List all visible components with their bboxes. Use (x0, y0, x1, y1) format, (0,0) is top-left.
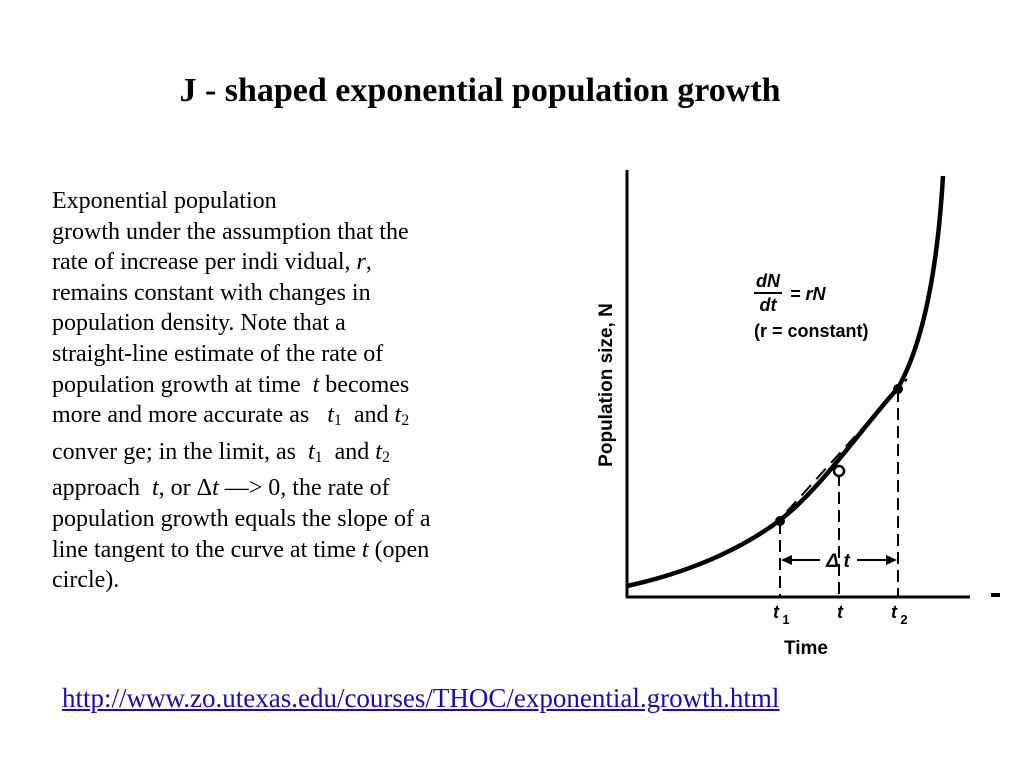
secant-line (771, 378, 908, 529)
description-paragraph: Exponential population growth under the … (52, 186, 562, 596)
desc-line: approach t, or Δt —> 0, the rate of (52, 475, 390, 502)
tick-label-t1-sub: 1 (782, 612, 789, 627)
desc-line: line tangent to the curve at time t (ope… (52, 536, 430, 563)
eq-note: (r = constant) (754, 321, 869, 341)
open-circle-t (832, 464, 846, 478)
desc-line: growth under the assumption that the (52, 218, 409, 245)
page-title: J - shaped exponential population growth (179, 72, 781, 109)
delta-t-label: Δ t (825, 551, 850, 572)
tick-label-t: t (837, 602, 844, 622)
edge-mark (991, 593, 1000, 597)
source-link[interactable]: http://www.zo.utexas.edu/courses/THOC/ex… (62, 683, 780, 713)
desc-line: straight-line estimate of the rate of (52, 340, 384, 367)
desc-line: remains constant with changes in (52, 279, 371, 306)
y-axis-label: Population size, N (596, 303, 617, 467)
desc-line: population density. Note that a (52, 310, 346, 337)
desc-line: population growth at time t becomes (52, 371, 410, 398)
x-axis-label: Time (784, 638, 828, 659)
tick-label-t2-sub: 2 (900, 612, 907, 627)
arrowhead-right (886, 555, 897, 565)
desc-line: rate of increase per indi vidual, r, (52, 249, 372, 276)
desc-line: population growth equals the slope of a (52, 505, 431, 532)
exponential-curve (626, 175, 946, 589)
point-t2 (893, 384, 903, 394)
eq-rhs: = rN (790, 284, 827, 304)
tick-label-t2: t (891, 602, 898, 622)
point-t1 (775, 516, 785, 526)
arrowhead-left (781, 555, 792, 565)
eq-numerator: dN (756, 271, 781, 291)
eq-denominator: dt (760, 295, 778, 315)
tick-label-t1: t (773, 602, 780, 622)
desc-line: Exponential population (52, 188, 277, 214)
desc-line: more and more accurate as t1 and t2 (52, 402, 410, 430)
desc-line: circle). (52, 567, 120, 594)
desc-line: conver ge; in the limit, as t1 and t2 (52, 438, 390, 466)
